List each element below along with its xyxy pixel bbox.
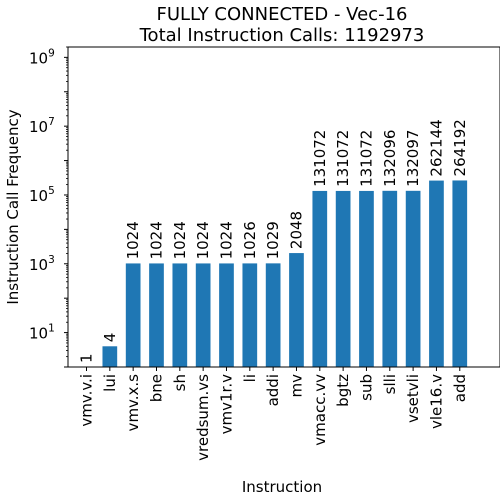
x-tick-label: vmv.x.s <box>124 374 142 432</box>
x-tick-label: sub <box>357 374 375 401</box>
bar-data-label: 131072 <box>334 130 352 187</box>
bar-data-label: 1024 <box>217 221 235 259</box>
bar <box>429 180 444 367</box>
y-axis-label: Instruction Call Frequency <box>4 109 22 304</box>
bar <box>149 263 164 367</box>
y-tick-base: 10 <box>29 49 48 67</box>
bar-data-label: 132096 <box>381 130 399 187</box>
y-tick-label: 103 <box>29 254 55 274</box>
bar <box>452 180 468 367</box>
bar-data-label: 264192 <box>451 119 469 176</box>
plot-area-frame <box>67 46 500 368</box>
x-tick-label: vredsum.vs <box>194 374 212 461</box>
chart-subtitle: Total Instruction Calls: 1192973 <box>139 25 425 46</box>
y-tick-exponent: 3 <box>48 254 55 266</box>
x-tick-label: vsetvli <box>404 374 422 423</box>
bar <box>359 190 374 367</box>
x-tick-label: addi <box>264 374 282 406</box>
bar-data-label: 131072 <box>311 130 329 187</box>
bar-data-label: 131072 <box>357 130 375 187</box>
x-tick-label: vmacc.vv <box>311 374 329 446</box>
bar <box>335 190 351 367</box>
bar <box>289 253 304 367</box>
bars-group <box>102 180 468 367</box>
x-tick-label: vmv.v.i <box>78 374 96 427</box>
bar-data-label: 4 <box>101 333 119 343</box>
x-tick-label: vmv1r.v <box>217 374 235 434</box>
chart-title: FULLY CONNECTED - Vec-16 <box>157 4 408 25</box>
bar <box>312 190 328 367</box>
y-tick-base: 10 <box>29 325 48 343</box>
bar-data-label: 132097 <box>404 130 422 187</box>
y-tick-label: 107 <box>29 116 55 136</box>
bar <box>242 263 258 367</box>
x-tick-label: li <box>241 374 259 382</box>
y-tick-exponent: 5 <box>48 185 55 197</box>
x-tick-label: add <box>451 374 469 402</box>
y-tick-base: 10 <box>29 187 48 205</box>
x-axis: vmv.v.i lui vmv.x.s bne sh vredsum.vs vmv1r.v l… <box>78 367 469 461</box>
bar <box>219 263 234 367</box>
bar <box>125 263 141 367</box>
x-tick-label: bgtz <box>334 374 352 407</box>
bar <box>405 190 421 367</box>
y-tick-label: 101 <box>29 323 55 343</box>
bar-data-label: 1026 <box>241 221 259 259</box>
bar <box>265 263 281 367</box>
y-tick-exponent: 7 <box>48 116 55 128</box>
x-tick-label: vle16.v <box>427 374 445 429</box>
y-tick-label: 105 <box>29 185 55 205</box>
x-tick-label: lui <box>101 374 119 392</box>
bar-data-label: 1024 <box>147 221 165 259</box>
x-axis-label: Instruction <box>242 478 322 496</box>
bar-data-label: 2048 <box>287 211 305 249</box>
y-tick-exponent: 1 <box>48 323 55 335</box>
bar-data-label: 1024 <box>171 221 189 259</box>
bar-data-label: 262144 <box>427 119 445 176</box>
y-tick-base: 10 <box>29 118 48 136</box>
bar <box>195 263 211 367</box>
bar-data-label: 1 <box>78 353 96 363</box>
bar-data-label: 1024 <box>124 221 142 259</box>
y-tick-exponent: 9 <box>48 47 55 59</box>
bar-data-label: 1024 <box>194 221 212 259</box>
bar <box>382 190 398 367</box>
x-tick-label: sh <box>171 374 189 391</box>
y-minor-ticks <box>64 46 68 368</box>
data-labels-group: 14 1024 1024 1024 1024 1024 1026 1029 2048 131072… <box>78 119 469 363</box>
bar <box>172 263 188 367</box>
y-tick-base: 10 <box>29 256 48 274</box>
x-tick-label: bne <box>147 374 165 402</box>
x-tick-label: mv <box>287 374 305 398</box>
y-tick-label: 109 <box>29 47 55 67</box>
x-tick-label: slli <box>381 374 399 394</box>
bar-data-label: 1029 <box>264 221 282 259</box>
bar <box>102 346 118 367</box>
